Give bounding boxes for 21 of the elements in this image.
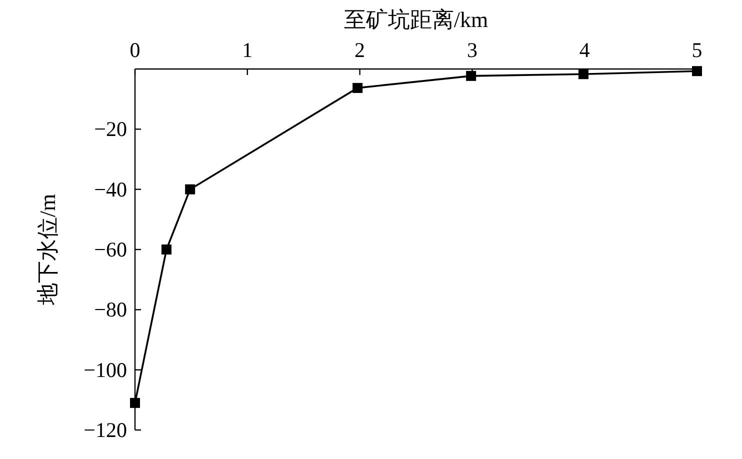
y-tick-label: −60: [94, 238, 127, 262]
x-axis-title: 至矿坑距离/km: [344, 7, 488, 32]
y-tick-label: −20: [94, 117, 127, 142]
x-tick-label: 5: [692, 38, 702, 62]
y-tick-label: −120: [84, 418, 127, 442]
point: [578, 69, 588, 80]
point: [352, 82, 363, 93]
y-tick-label: −40: [94, 177, 127, 202]
x-tick-label: 0: [130, 38, 140, 62]
point: [692, 66, 702, 76]
y-axis-title: 地下水位/m: [35, 194, 60, 306]
point: [161, 244, 172, 254]
x-tick-label: 2: [354, 38, 366, 62]
x-tick-label: 4: [579, 38, 590, 62]
y-tick-label: −100: [84, 358, 127, 382]
y-tick-label: −80: [94, 298, 127, 322]
point: [185, 184, 196, 194]
point: [466, 70, 476, 81]
x-tick-label: 1: [242, 38, 253, 62]
point: [130, 398, 140, 408]
x-tick-label: 3: [466, 38, 478, 62]
